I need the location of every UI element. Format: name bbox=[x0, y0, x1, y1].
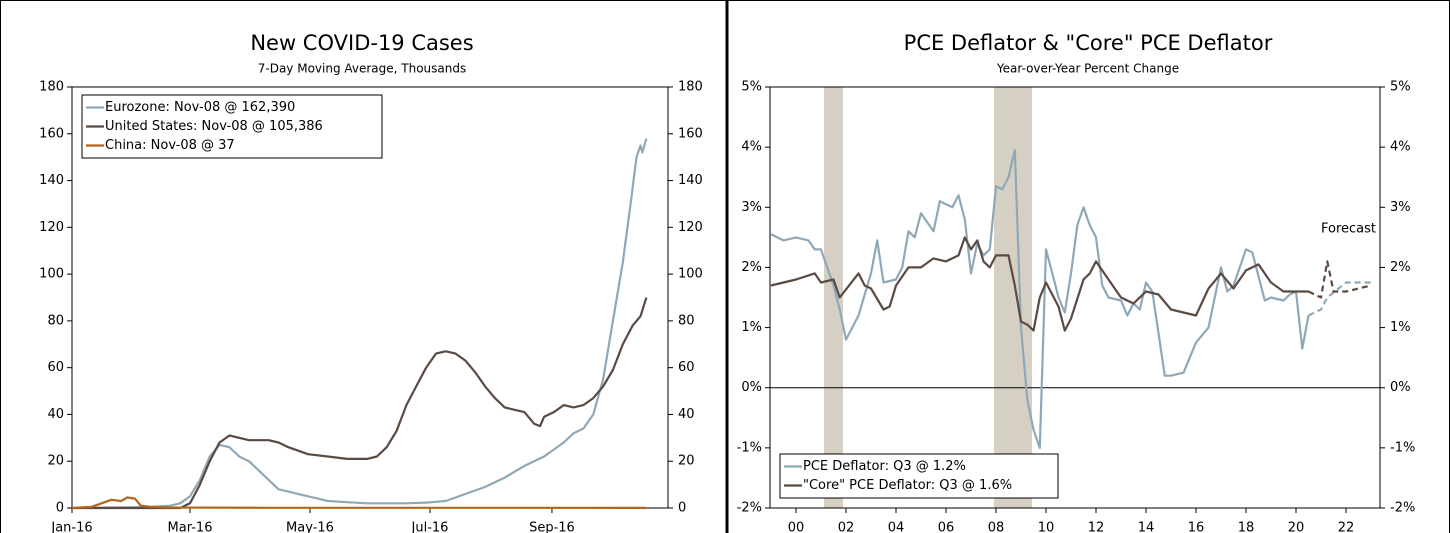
chart-title: New COVID-19 Cases bbox=[250, 31, 473, 55]
y-tick-label: 140 bbox=[39, 173, 64, 188]
series-line bbox=[72, 297, 648, 510]
y2-tick-label: 5% bbox=[1390, 80, 1411, 95]
x-tick-label: Jan-16 bbox=[50, 521, 92, 533]
y-tick-label: 4% bbox=[741, 140, 762, 155]
y-tick-label: 160 bbox=[39, 126, 64, 141]
y-tick-label: 20 bbox=[47, 454, 64, 469]
x-tick-label: 06 bbox=[938, 521, 955, 533]
x-tick-label: May-16 bbox=[286, 521, 334, 533]
legend-label: China: Nov-08 @ 37 bbox=[105, 138, 235, 153]
x-tick-label: 08 bbox=[988, 521, 1005, 533]
x-tick-label: 20 bbox=[1288, 521, 1305, 533]
y2-tick-label: 60 bbox=[678, 360, 695, 375]
y2-tick-label: 20 bbox=[678, 454, 695, 469]
series-line bbox=[770, 236, 1309, 332]
legend-label: United States: Nov-08 @ 105,386 bbox=[105, 119, 323, 134]
y2-tick-label: 100 bbox=[678, 267, 703, 282]
y-tick-label: 1% bbox=[741, 320, 762, 335]
x-tick-label: 14 bbox=[1138, 521, 1155, 533]
y2-tick-label: 160 bbox=[678, 126, 703, 141]
y-tick-label: 3% bbox=[741, 200, 762, 215]
y-tick-label: 5% bbox=[741, 80, 762, 95]
y2-tick-label: 0% bbox=[1390, 380, 1411, 395]
y-tick-label: 40 bbox=[47, 407, 64, 422]
x-tick-label: 00 bbox=[788, 521, 805, 533]
series-line bbox=[71, 496, 647, 510]
y2-tick-label: 40 bbox=[678, 407, 695, 422]
forecast-line bbox=[1308, 281, 1371, 317]
y-tick-label: 180 bbox=[39, 80, 64, 95]
x-tick-label: 22 bbox=[1338, 521, 1355, 533]
chart-subtitle: Year-over-Year Percent Change bbox=[996, 62, 1179, 76]
y2-tick-label: 140 bbox=[678, 173, 703, 188]
series-line bbox=[770, 149, 1310, 449]
legend-label: Eurozone: Nov-08 @ 162,390 bbox=[105, 100, 295, 115]
x-tick-label: Sep-16 bbox=[529, 521, 575, 533]
legend-box bbox=[81, 94, 383, 159]
y-tick-label: 0% bbox=[741, 380, 762, 395]
y2-tick-label: -2% bbox=[1390, 501, 1415, 516]
y2-tick-label: 180 bbox=[678, 80, 703, 95]
y2-tick-label: 1% bbox=[1390, 320, 1411, 335]
y2-tick-label: 4% bbox=[1390, 140, 1411, 155]
y-tick-label: 80 bbox=[47, 313, 64, 328]
y-tick-label: 100 bbox=[39, 267, 64, 282]
y2-tick-label: 80 bbox=[678, 313, 695, 328]
y2-tick-label: -1% bbox=[1390, 440, 1415, 455]
y-tick-label: 120 bbox=[39, 220, 64, 235]
x-tick-label: Mar-16 bbox=[168, 521, 213, 533]
legend-label: PCE Deflator: Q3 @ 1.2% bbox=[803, 459, 966, 474]
legend-box bbox=[779, 453, 1059, 499]
x-tick-label: 02 bbox=[838, 521, 855, 533]
x-tick-label: Jul-16 bbox=[411, 521, 449, 533]
y-tick-label: -1% bbox=[737, 440, 762, 455]
recession-shade bbox=[994, 87, 1032, 508]
y-tick-label: -2% bbox=[737, 501, 762, 516]
y-tick-label: 0 bbox=[56, 501, 64, 516]
x-tick-label: 12 bbox=[1088, 521, 1105, 533]
annotation: Forecast bbox=[1321, 222, 1376, 237]
y-tick-label: 60 bbox=[47, 360, 64, 375]
y2-tick-label: 2% bbox=[1390, 260, 1411, 275]
y2-tick-label: 0 bbox=[678, 501, 686, 516]
x-tick-label: 04 bbox=[888, 521, 905, 533]
chart-title: PCE Deflator & "Core" PCE Deflator bbox=[904, 31, 1273, 55]
plot-frame bbox=[769, 86, 1381, 509]
chart-subtitle: 7-Day Moving Average, Thousands bbox=[258, 62, 467, 76]
recession-shade bbox=[824, 87, 843, 508]
y-tick-label: 2% bbox=[741, 260, 762, 275]
y2-tick-label: 3% bbox=[1390, 200, 1411, 215]
x-tick-label: 16 bbox=[1188, 521, 1205, 533]
x-tick-label: 18 bbox=[1238, 521, 1255, 533]
forecast-line bbox=[1308, 260, 1372, 299]
y2-tick-label: 120 bbox=[678, 220, 703, 235]
legend-label: "Core" PCE Deflator: Q3 @ 1.6% bbox=[803, 478, 1012, 493]
x-tick-label: 10 bbox=[1038, 521, 1055, 533]
series-line bbox=[71, 138, 648, 510]
